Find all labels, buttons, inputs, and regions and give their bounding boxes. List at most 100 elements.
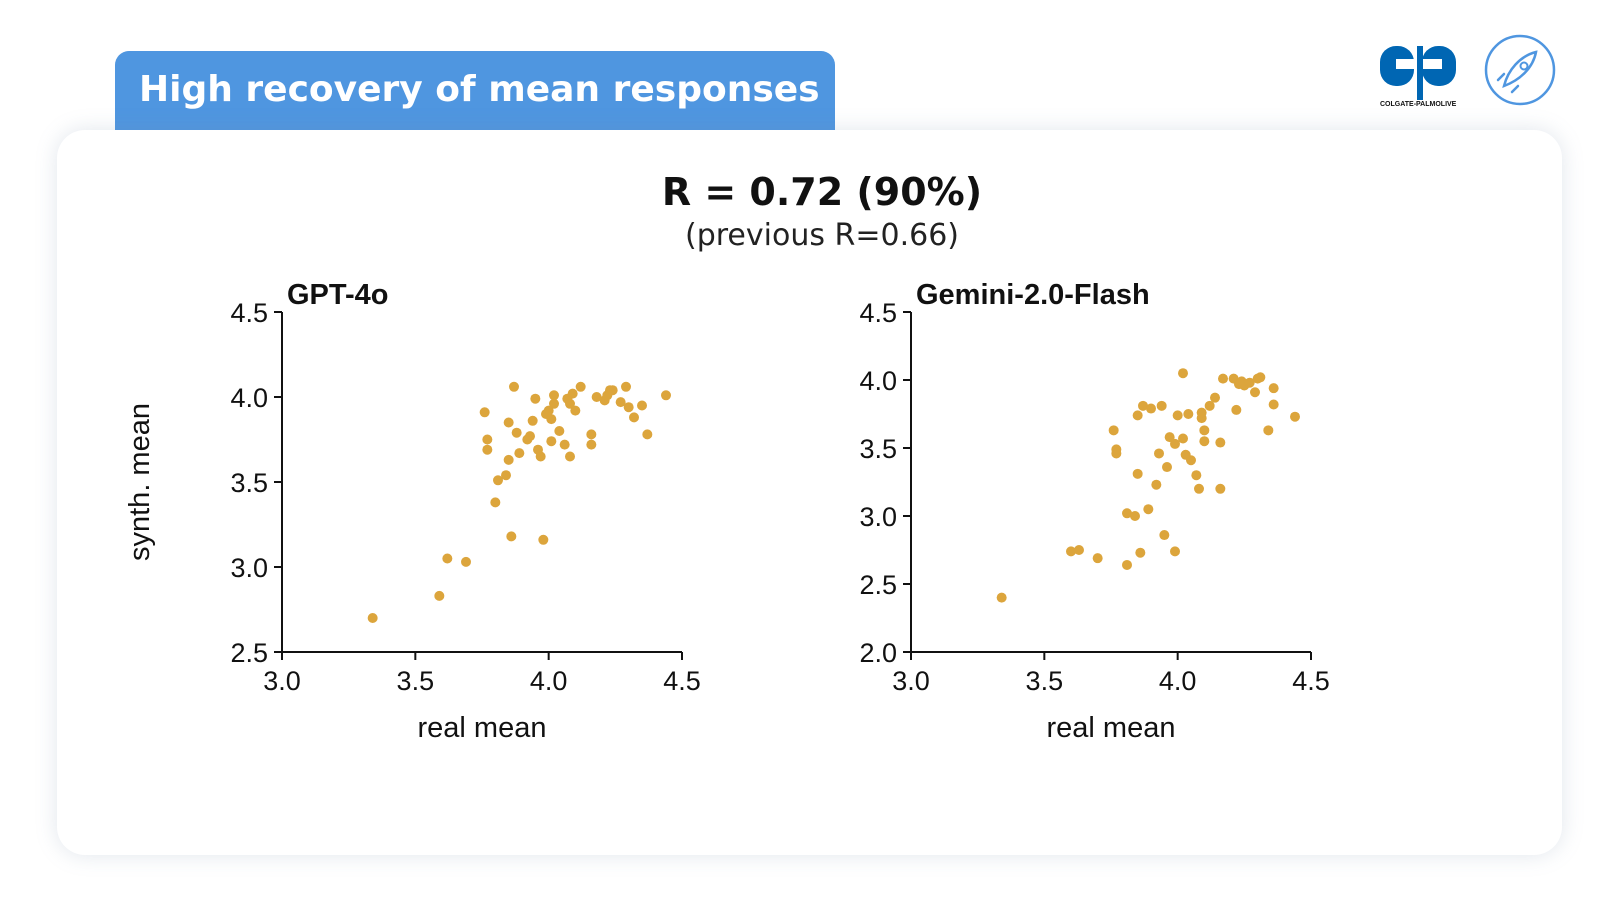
data-point	[1231, 404, 1242, 415]
data-point	[511, 427, 522, 438]
data-point	[1146, 403, 1156, 414]
x-axis-label: real mean	[1047, 712, 1176, 744]
data-point	[1191, 470, 1202, 481]
x-tick-label: 3.5	[397, 666, 435, 696]
data-point	[501, 470, 511, 481]
brand-mark-stem	[1417, 46, 1423, 100]
data-point	[1178, 368, 1188, 379]
data-point	[1111, 448, 1122, 459]
data-point	[615, 397, 626, 408]
data-point	[607, 385, 618, 396]
y-tick-label: 3.5	[859, 434, 897, 464]
data-point	[535, 451, 546, 462]
data-point	[661, 390, 671, 401]
data-point	[1170, 438, 1180, 449]
correlation-headline: R = 0.72 (90%)	[661, 170, 983, 214]
data-point	[527, 415, 538, 426]
y-tick-label: 4.0	[859, 366, 897, 396]
data-point	[1268, 383, 1279, 394]
data-point	[503, 454, 514, 465]
data-point	[637, 400, 647, 411]
data-point	[1132, 468, 1143, 479]
data-point	[1263, 425, 1274, 436]
data-point	[1159, 530, 1170, 541]
logos: COLGATE-PALMOLIVE	[1380, 34, 1556, 108]
data-point	[623, 402, 634, 413]
data-point	[1215, 483, 1226, 494]
data-point	[1178, 433, 1188, 444]
data-point	[1290, 411, 1300, 422]
data-point	[565, 451, 575, 462]
chart-title: GPT-4o	[287, 279, 389, 311]
data-point	[1143, 504, 1154, 515]
data-point	[509, 381, 519, 392]
data-point	[1250, 387, 1260, 398]
data-point	[1183, 409, 1194, 419]
data-point	[525, 431, 535, 442]
y-tick-label: 2.5	[230, 638, 268, 668]
x-tick-label: 4.0	[1159, 666, 1197, 696]
x-tick-label: 4.0	[530, 666, 568, 696]
y-tick-label: 2.0	[859, 638, 897, 668]
data-point	[1199, 425, 1210, 436]
data-point	[543, 405, 554, 416]
data-point	[1138, 400, 1148, 411]
data-point	[1066, 546, 1076, 557]
data-point	[1130, 511, 1140, 521]
data-point	[1092, 553, 1103, 564]
data-point	[1218, 373, 1228, 384]
data-point	[546, 414, 557, 425]
data-point	[1162, 462, 1172, 473]
data-point	[482, 444, 493, 455]
data-point	[1215, 437, 1226, 448]
data-point	[549, 398, 559, 409]
data-point	[1194, 483, 1204, 494]
y-axis-label: synth. mean	[124, 403, 156, 561]
chart-title: Gemini-2.0-Flash	[916, 279, 1150, 311]
slide-title: High recovery of mean responses	[139, 69, 820, 110]
data-point	[493, 475, 503, 486]
data-point	[586, 439, 597, 450]
x-tick-label: 3.0	[892, 666, 930, 696]
data-point	[538, 534, 549, 545]
data-point	[1154, 448, 1164, 459]
y-tick-label: 4.5	[230, 298, 268, 328]
content-card: R = 0.72 (90%) (previous R=0.66) 3.0 3.5 4…	[57, 130, 1562, 855]
data-point	[642, 429, 653, 440]
colgate-palmolive-logo: COLGATE-PALMOLIVE	[1380, 46, 1457, 108]
data-point	[996, 592, 1007, 603]
data-point	[434, 590, 445, 601]
data-point	[554, 426, 565, 436]
data-point	[490, 497, 501, 508]
data-point	[565, 398, 575, 409]
y-tick-label: 4.5	[859, 298, 897, 328]
data-point	[1135, 547, 1146, 558]
y-tick-label: 4.0	[230, 383, 268, 413]
data-point	[514, 448, 525, 459]
previous-correlation-note: (previous R=0.66)	[685, 218, 959, 253]
chart-gemini: 3.0 3.5 4.0 4.5 2.0 2.5 3.0 3.5 4.0 4.5 Gemini-2.0…	[859, 279, 1329, 744]
data-point	[586, 429, 597, 440]
x-tick-label: 3.5	[1026, 666, 1064, 696]
data-point	[1210, 392, 1220, 403]
data-point	[1204, 400, 1215, 411]
data-point	[1156, 400, 1167, 411]
data-point	[530, 393, 541, 404]
data-point	[1196, 407, 1207, 418]
y-tick-label: 3.5	[230, 468, 268, 498]
data-point	[1244, 377, 1255, 388]
data-point	[1186, 455, 1196, 466]
data-point	[546, 436, 557, 447]
data-point	[1255, 372, 1266, 383]
data-point	[591, 392, 602, 402]
scatter-charts: 3.0 3.5 4.0 4.5 2.5 3.0 3.5 4.0 4.5 GPT-4o real me…	[124, 279, 1330, 744]
data-point	[1122, 559, 1132, 570]
y-tick-label: 2.5	[859, 570, 897, 600]
data-point	[1074, 545, 1084, 555]
y-tick-label: 3.0	[859, 502, 897, 532]
data-point	[1199, 436, 1210, 447]
x-axis-label: real mean	[418, 712, 547, 744]
data-point	[559, 439, 570, 450]
data-point	[1108, 425, 1119, 436]
